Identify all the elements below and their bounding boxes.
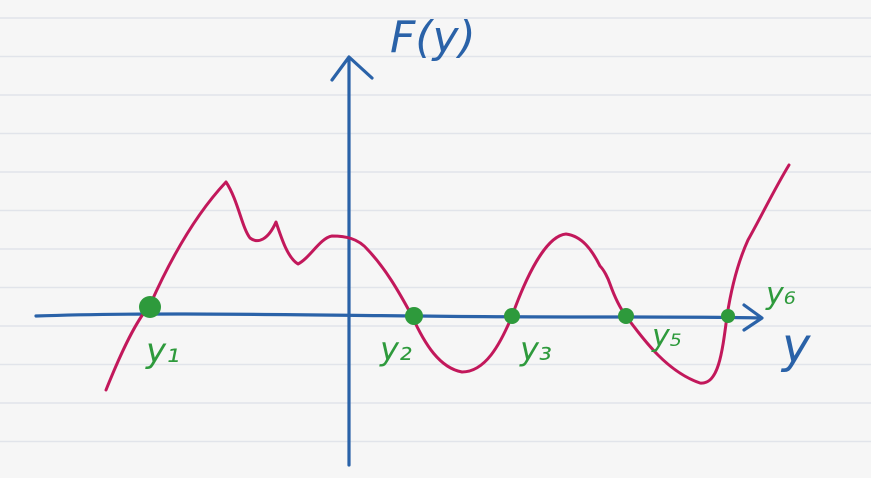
root-label: y₂: [379, 330, 412, 368]
root-point: [139, 296, 161, 318]
root-4: y₅: [618, 308, 682, 354]
root-label: y₃: [519, 330, 552, 368]
root-5: y₆: [721, 277, 796, 323]
root-point: [405, 307, 423, 325]
root-3: y₃: [504, 308, 552, 368]
function-curve: [104, 163, 791, 392]
root-1: y₁: [139, 296, 180, 371]
horizontal-axis-arrow: [742, 303, 764, 332]
root-label: y₅: [651, 319, 682, 354]
root-point: [504, 308, 520, 324]
ruled-lines: [0, 17, 871, 443]
vertical-axis: F(y): [330, 12, 476, 467]
roots-layer: y₁ y₂ y₃ y₅ y₆: [139, 277, 796, 371]
vertical-axis-arrow: [330, 55, 374, 82]
vertical-axis-line: [347, 56, 351, 467]
root-label: y₆: [765, 277, 796, 312]
root-point: [618, 308, 634, 324]
root-point: [721, 309, 735, 323]
vertical-axis-label: F(y): [390, 12, 476, 63]
root-2: y₂: [379, 307, 423, 368]
horizontal-axis-label: y: [780, 318, 811, 374]
root-label: y₁: [145, 331, 180, 371]
